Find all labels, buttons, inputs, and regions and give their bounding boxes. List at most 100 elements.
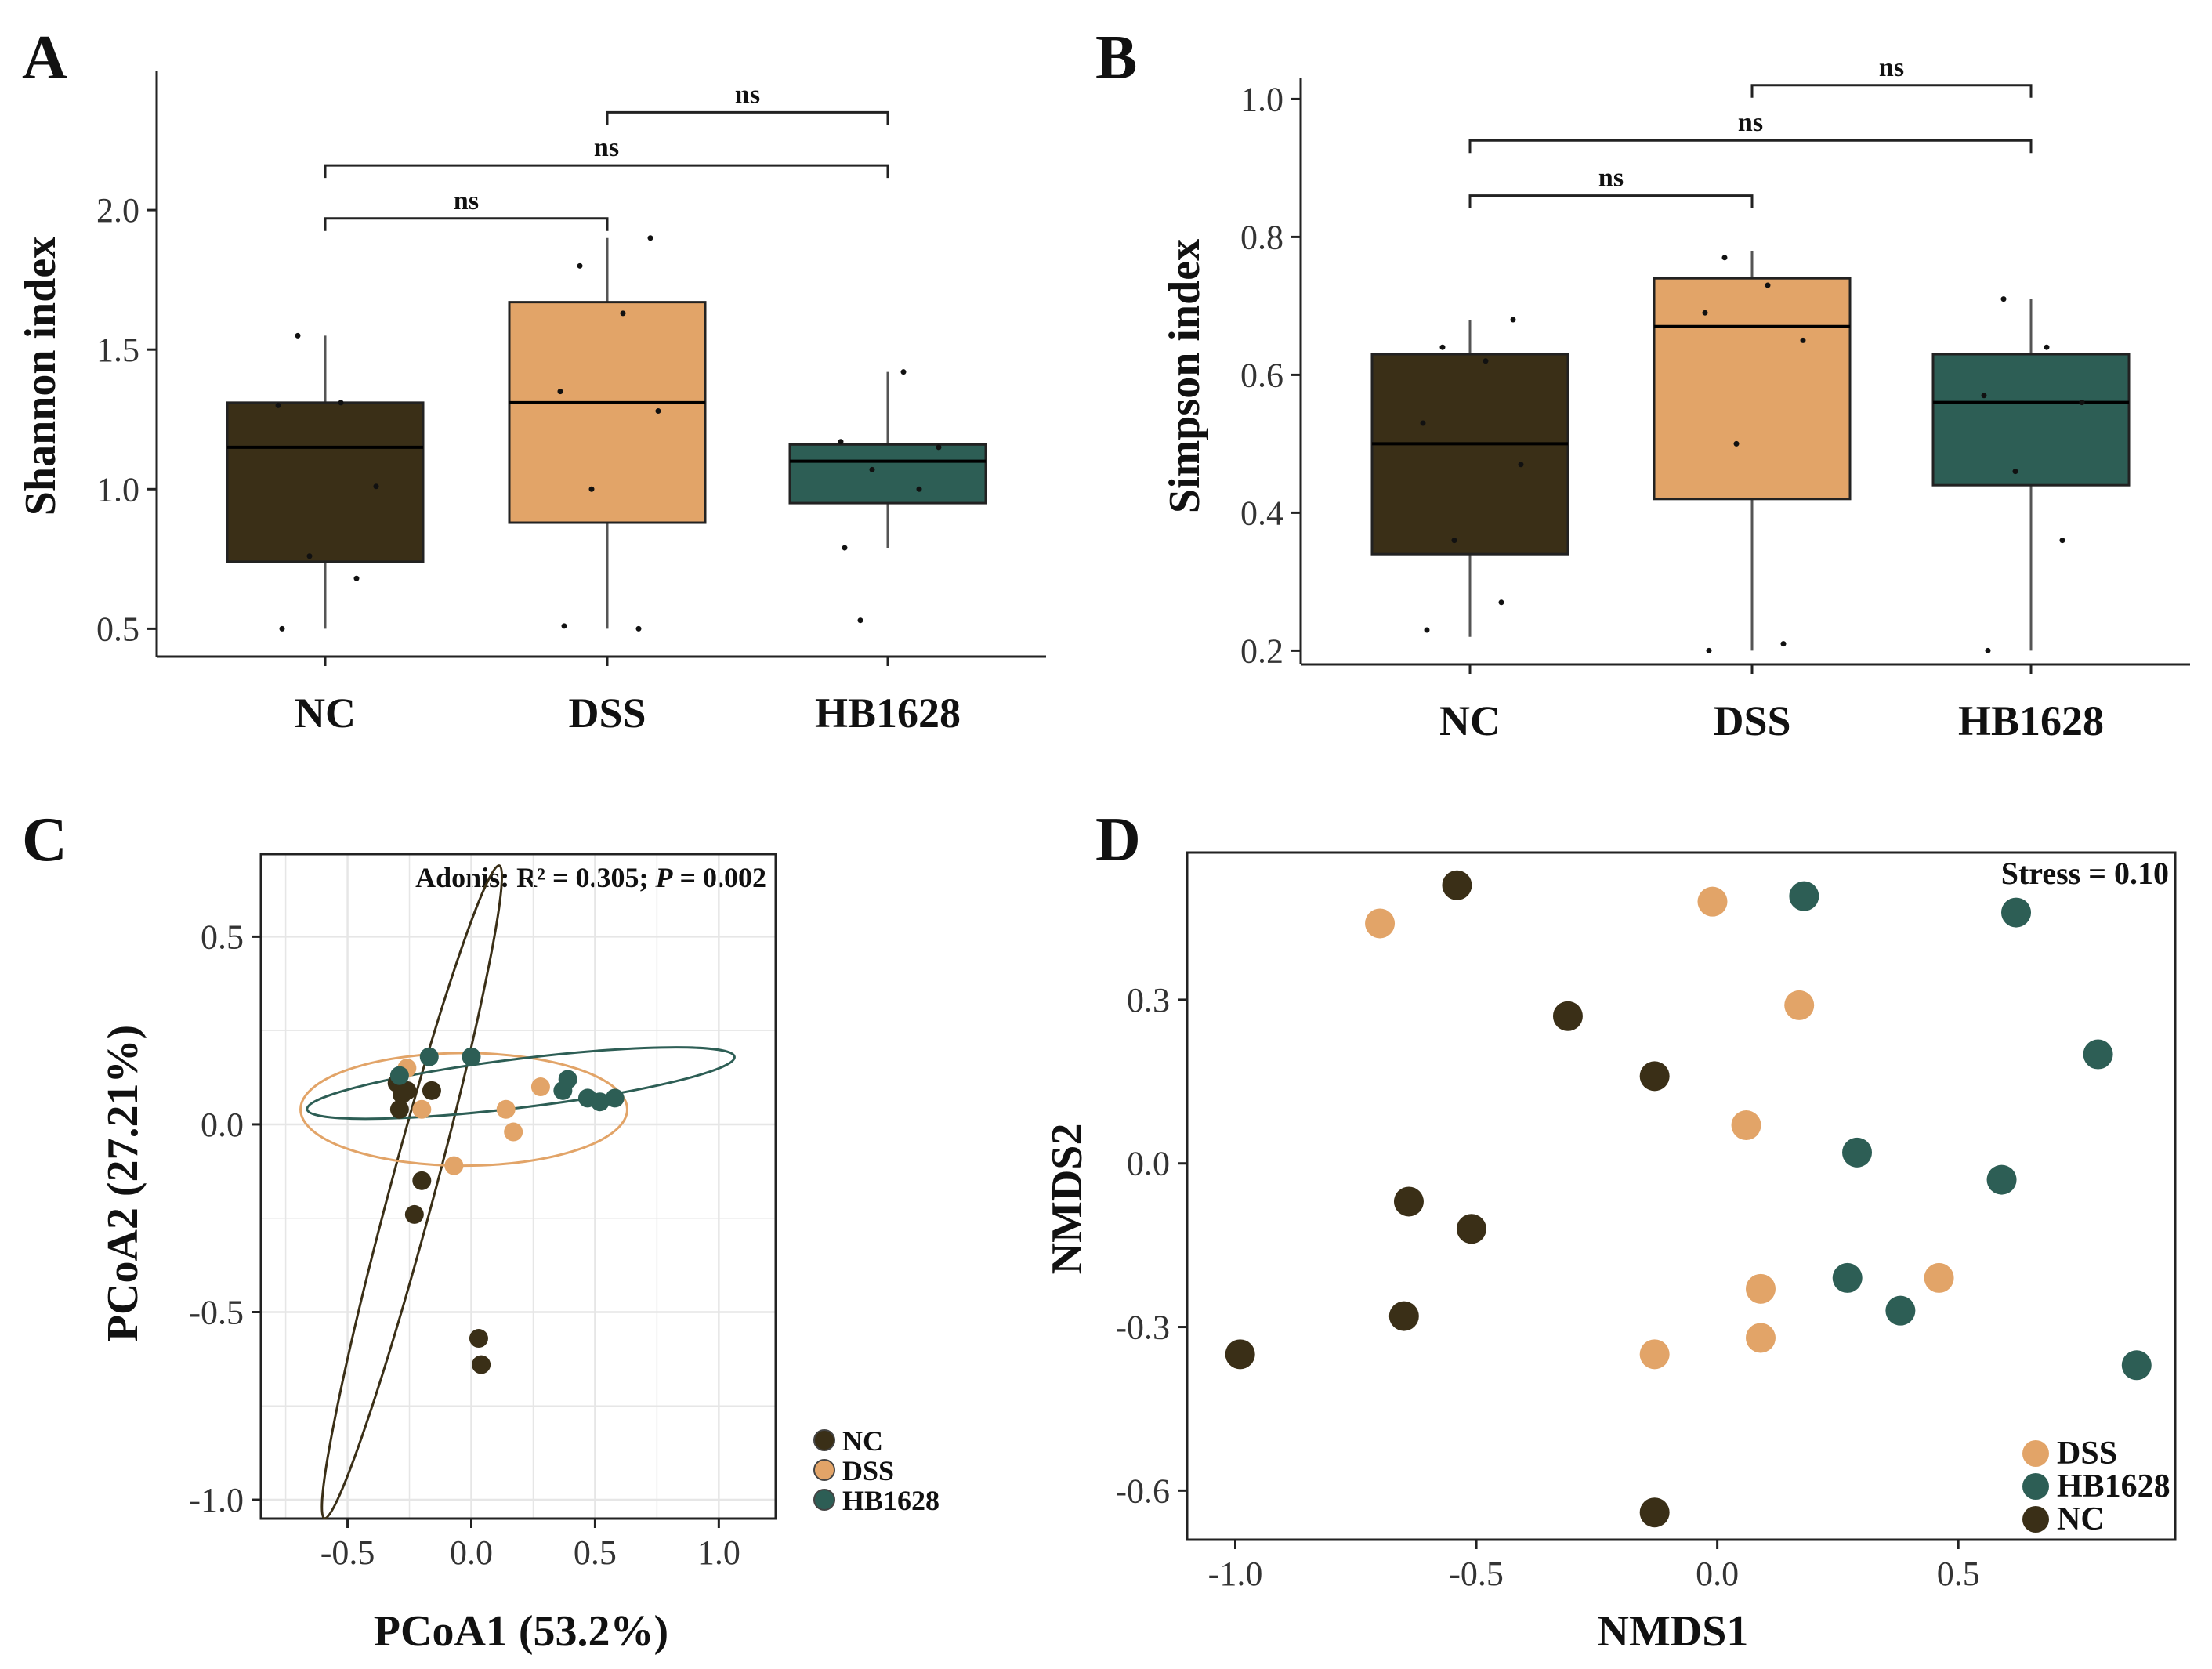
- panel-d-point-nc: [1442, 870, 1472, 900]
- panel-c-point-hb1628: [605, 1088, 625, 1108]
- panel-c-point-nc: [472, 1355, 491, 1374]
- panel-c-ellipse-hb1628: [306, 1046, 736, 1121]
- panel-a-data-point: [869, 466, 875, 472]
- panel-c-pcoa-plot: PCoA1 (53.2%) PCoA2 (27.21%) Adonis: R² …: [99, 853, 939, 1656]
- panel-a-shannon-boxplot: Shannon index 0.5 1.0 1.5 2.0 NC DSS HB1628 ns n…: [16, 71, 1046, 737]
- panel-d-point-hb1628: [1832, 1262, 1863, 1293]
- panel-c-y-tick-label: -1.0: [189, 1481, 244, 1519]
- panel-b-data-point: [1702, 310, 1708, 316]
- panel-a-data-point: [275, 402, 281, 408]
- panel-b-y-axis-title: Simpson index: [1160, 239, 1209, 513]
- panel-b-data-point: [1483, 358, 1489, 364]
- panel-c-point-hb1628: [462, 1047, 481, 1066]
- panel-d-point-hb1628: [2121, 1350, 2152, 1381]
- panel-a-data-point: [900, 369, 907, 375]
- panel-label-a: A: [22, 24, 67, 92]
- panel-a-category-label: NC: [295, 690, 356, 737]
- panel-a-data-point: [647, 235, 653, 241]
- panel-a-box-nc: [226, 401, 425, 563]
- panel-b-data-point: [1420, 420, 1426, 426]
- panel-c-point-dss: [530, 1077, 550, 1097]
- panel-d-point-dss: [1639, 1339, 1670, 1370]
- panel-b-data-point: [1733, 440, 1740, 447]
- panel-d-point-dss: [1731, 1110, 1761, 1141]
- panel-c-legend-label: HB1628: [842, 1485, 939, 1516]
- panel-d-point-dss: [1745, 1273, 1776, 1304]
- panel-a-data-point: [916, 486, 922, 492]
- panel-b-significance-bracket: [1468, 194, 1754, 208]
- panel-c-y-tick-label: 0.5: [201, 918, 244, 956]
- panel-d-y-tick-label: -0.3: [1115, 1309, 1170, 1347]
- panel-c-point-dss: [412, 1099, 432, 1119]
- panel-d-y-axis-title: NMDS2: [1043, 1124, 1092, 1275]
- panel-a-significance-bracket: [606, 110, 889, 125]
- panel-d-point-nc: [1393, 1186, 1424, 1217]
- panel-c-point-nc: [389, 1099, 409, 1119]
- panel-label-d: D: [1095, 806, 1141, 874]
- panel-b-data-point: [2079, 400, 2085, 406]
- panel-b-box-dss: [1653, 277, 1852, 501]
- panel-d-point-hb1628: [1986, 1164, 2017, 1195]
- panel-d-y-tick-label: 0.3: [1127, 981, 1170, 1019]
- panel-b-data-point: [1981, 393, 1987, 399]
- panel-a-data-point: [588, 486, 595, 492]
- panel-b-data-point: [2059, 538, 2065, 544]
- panel-a-y-tick-label: 2.0: [96, 191, 139, 230]
- panel-c-legend-label: NC: [842, 1425, 883, 1457]
- panel-label-b: B: [1095, 24, 1137, 92]
- panel-c-ellipse-nc: [320, 864, 504, 1520]
- panel-b-significance-label: ns: [1738, 108, 1763, 137]
- panel-c-x-tick-label: 0.0: [450, 1533, 493, 1572]
- panel-d-plot-frame: [1186, 851, 2177, 1541]
- panel-c-x-tick-label: 0.5: [574, 1533, 617, 1572]
- panel-a-data-point: [655, 408, 661, 415]
- panel-label-c: C: [22, 806, 67, 874]
- panel-c-legend-swatch-nc: [813, 1429, 835, 1451]
- panel-b-data-point: [2012, 469, 2018, 475]
- panel-d-point-dss: [1745, 1323, 1776, 1353]
- panel-b-simpson-boxplot: Simpson index 0.2 0.4 0.6 0.8 1.0 NC DSS HB1628…: [1160, 53, 2190, 744]
- panel-d-point-hb1628: [1885, 1295, 1916, 1326]
- panel-c-legend-label: DSS: [842, 1455, 894, 1486]
- panel-b-data-point: [2044, 344, 2050, 350]
- panel-c-point-hb1628: [590, 1092, 610, 1112]
- panel-a-data-point: [857, 617, 863, 624]
- panel-d-point-nc: [1388, 1301, 1419, 1331]
- panel-c-point-dss: [504, 1122, 523, 1142]
- panel-b-box-hb1628: [1931, 353, 2131, 487]
- panel-d-y-tick-label: -0.6: [1115, 1472, 1170, 1510]
- panel-b-data-point: [1765, 282, 1771, 288]
- panel-b-significance-label: ns: [1598, 164, 1624, 193]
- panel-a-data-point: [295, 332, 301, 339]
- panel-d-x-tick-label: 0.5: [1937, 1555, 1980, 1593]
- panel-a-data-point: [373, 483, 379, 490]
- panel-d-y-tick-label: 0.0: [1127, 1145, 1170, 1183]
- panel-c-point-nc: [469, 1329, 488, 1349]
- panel-c-x-tick-label: 1.0: [697, 1533, 740, 1572]
- panel-a-box-hb1628: [788, 443, 987, 505]
- panel-c-point-dss: [444, 1156, 464, 1175]
- panel-b-data-point: [1985, 647, 1991, 653]
- panel-a-data-point: [620, 310, 626, 317]
- panel-d-point-hb1628: [1789, 881, 1819, 911]
- panel-c-y-tick-label: -0.5: [189, 1293, 244, 1331]
- panel-c-adonis-annotation: Adonis: R² = 0.305; P = 0.002: [415, 862, 766, 893]
- panel-d-point-nc: [1456, 1214, 1486, 1244]
- panel-c-legend-swatch-dss: [813, 1459, 835, 1481]
- panel-b-y-tick-label: 1.0: [1240, 80, 1283, 118]
- panel-d-legend-label: NC: [2057, 1501, 2105, 1537]
- panel-a-y-tick-label: 1.5: [96, 331, 139, 369]
- panel-d-legend-swatch-dss: [2022, 1440, 2049, 1467]
- panel-d-point-nc: [1639, 1061, 1670, 1092]
- panel-b-significance-label: ns: [1879, 53, 1904, 82]
- panel-c-point-dss: [496, 1099, 516, 1119]
- panel-a-category-label: HB1628: [815, 690, 961, 737]
- panel-d-x-tick-label: -1.0: [1208, 1555, 1263, 1593]
- panel-d-nmds-plot: NMDS1 NMDS2 Stress = 0.10 -1.0 -0.5 0.0 0.5…: [1043, 851, 2177, 1656]
- panel-c-legend-swatch-hb1628: [813, 1489, 835, 1511]
- panel-c-point-nc: [404, 1204, 424, 1224]
- panel-a-data-point: [577, 262, 583, 269]
- panel-b-category-label: NC: [1439, 697, 1501, 744]
- panel-c-point-hb1628: [389, 1066, 409, 1085]
- panel-a-significance-label: ns: [735, 80, 760, 109]
